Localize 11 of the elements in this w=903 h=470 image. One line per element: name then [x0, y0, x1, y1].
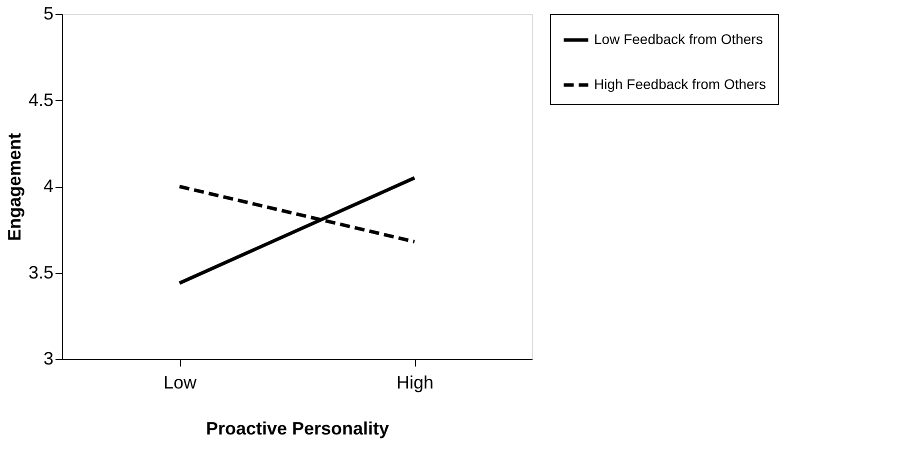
x-axis-title: Proactive Personality — [206, 418, 390, 438]
y-tick-label: 3.5 — [28, 262, 54, 282]
y-tick-label: 4 — [43, 176, 54, 196]
y-tick-label: 3 — [43, 348, 54, 368]
x-tick-label: High — [396, 372, 434, 392]
legend-label: Low Feedback from Others — [594, 31, 763, 47]
y-tick-label: 5 — [43, 4, 54, 24]
y-axis-title: Engagement — [4, 132, 24, 242]
y-tick-label: 4.5 — [28, 90, 54, 110]
x-tick-label: Low — [163, 372, 198, 392]
legend-label: High Feedback from Others — [594, 76, 766, 92]
